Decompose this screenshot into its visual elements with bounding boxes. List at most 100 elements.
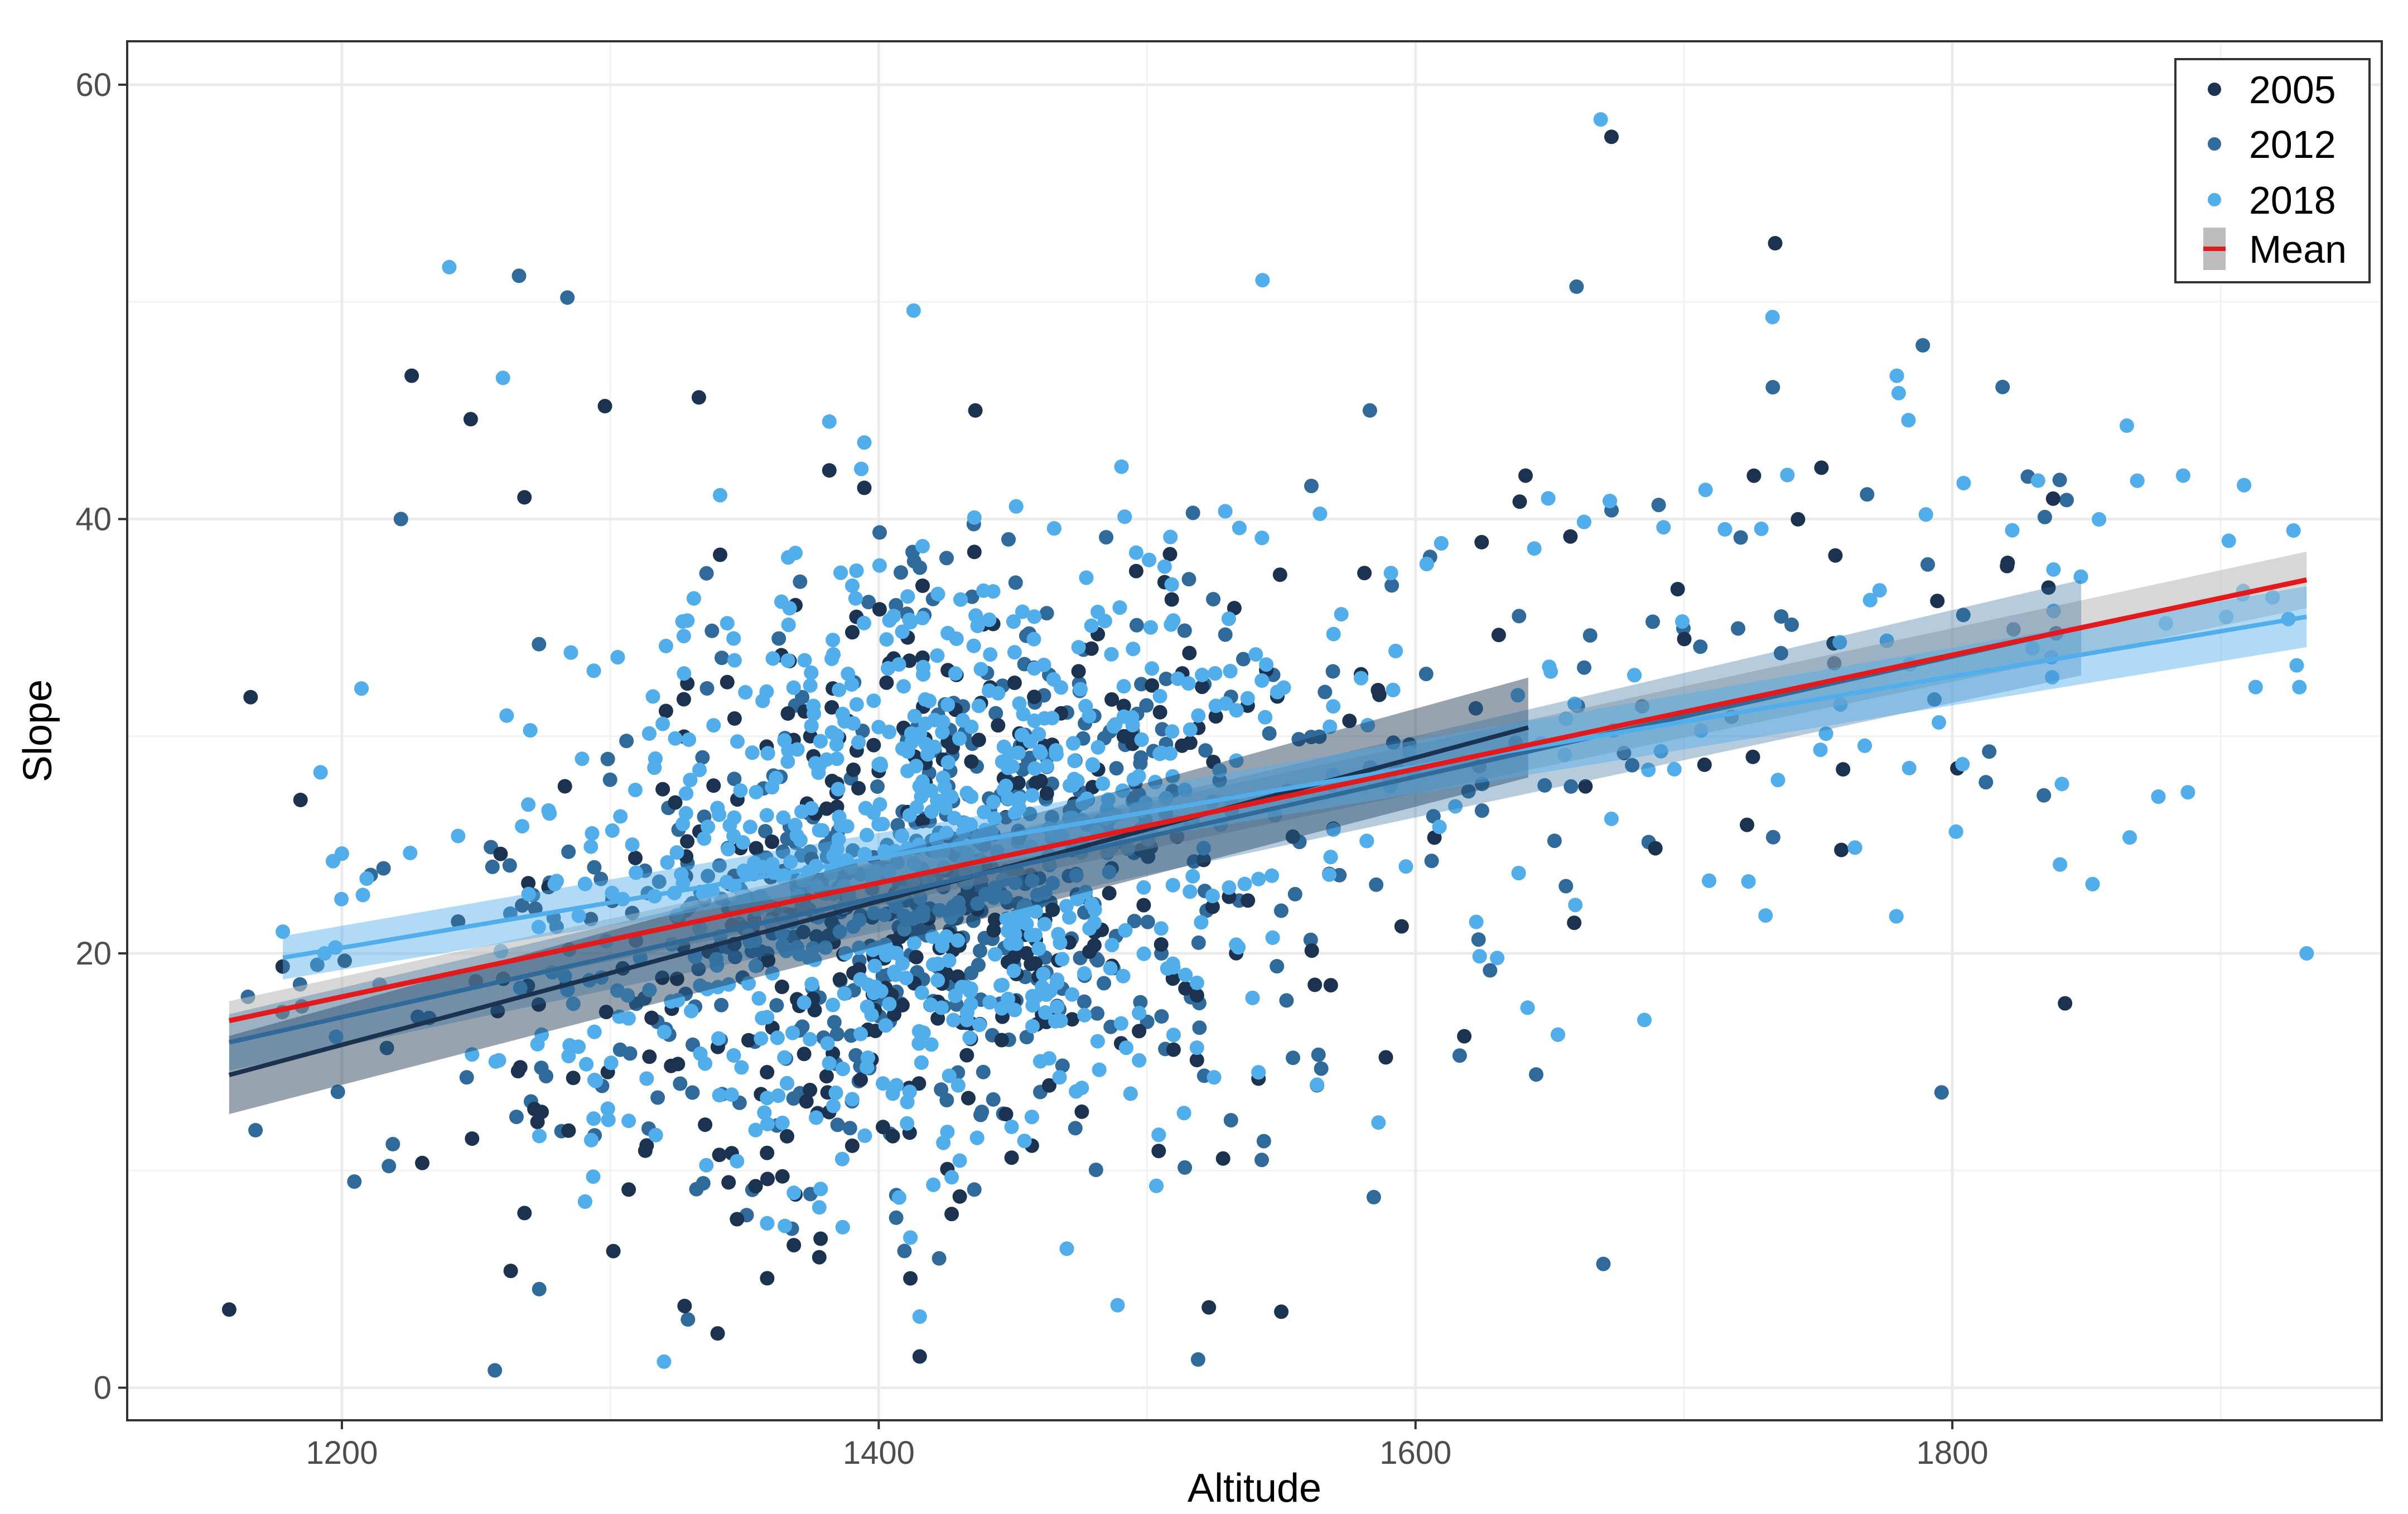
data-point-2018: [1027, 609, 1042, 624]
data-point-2018: [942, 1068, 957, 1083]
data-point-2018: [1653, 744, 1668, 759]
data-point-2005: [967, 544, 982, 560]
data-point-2005: [1208, 709, 1223, 724]
data-point-2012: [775, 844, 790, 859]
data-point-2018: [566, 996, 581, 1011]
data-point-2018: [647, 760, 662, 775]
data-point-2018: [1889, 909, 1904, 924]
data-point-2005: [1027, 690, 1042, 705]
data-point-2012: [485, 859, 500, 874]
data-point-2018: [2073, 569, 2088, 584]
data-point-2005: [404, 368, 419, 383]
data-point-2018: [2289, 658, 2304, 673]
data-point-2018: [851, 735, 866, 750]
data-point-2005: [1007, 676, 1022, 690]
data-point-2012: [1256, 1134, 1271, 1149]
data-point-2018: [831, 782, 846, 797]
data-point-2018: [982, 683, 997, 698]
data-point-2012: [681, 1312, 696, 1327]
data-point-2012: [1286, 1050, 1300, 1065]
data-point-2005: [741, 1033, 756, 1048]
data-point-2018: [1024, 1110, 1039, 1125]
data-point-2018: [807, 952, 822, 967]
data-point-2018: [699, 981, 715, 996]
data-point-2018: [1026, 631, 1041, 647]
data-point-2018: [786, 1185, 802, 1200]
legend-label-2018: 2018: [2249, 179, 2336, 222]
data-point-2018: [1568, 898, 1583, 913]
data-point-2012: [1569, 279, 1584, 294]
data-point-2018: [713, 488, 727, 503]
data-point-2018: [999, 912, 1014, 926]
data-point-2018: [2237, 478, 2252, 493]
data-point-2012: [1483, 963, 1498, 978]
data-point-2018: [521, 886, 536, 901]
data-point-2018: [1104, 647, 1119, 662]
data-point-2018: [1637, 1012, 1652, 1028]
data-point-2018: [571, 1039, 586, 1054]
data-point-2018: [930, 973, 945, 988]
data-point-2018: [962, 1030, 977, 1045]
data-point-2005: [1074, 1104, 1089, 1119]
data-point-2012: [695, 750, 710, 765]
data-point-2018: [1003, 936, 1018, 951]
data-point-2018: [873, 756, 888, 772]
data-point-2012: [1982, 744, 1997, 759]
data-point-2005: [824, 700, 839, 715]
data-point-2018: [993, 978, 1008, 993]
data-point-2018: [1036, 967, 1051, 982]
data-point-2018: [959, 1005, 974, 1020]
data-point-2012: [1418, 667, 1434, 682]
data-point-2018: [1593, 112, 1608, 127]
data-point-2018: [1029, 904, 1043, 919]
data-point-2018: [1398, 859, 1413, 874]
data-point-2018: [1222, 880, 1237, 895]
data-point-2012: [889, 1210, 904, 1225]
data-point-2012: [964, 589, 979, 604]
data-point-2018: [586, 663, 601, 678]
data-point-2012: [1386, 735, 1401, 750]
data-point-2018: [987, 811, 1002, 826]
trend-lines: [228, 551, 2308, 1115]
data-point-2018: [741, 976, 756, 991]
data-point-2018: [829, 728, 845, 743]
data-point-2005: [1578, 779, 1593, 794]
data-point-2012: [699, 681, 715, 696]
data-point-2018: [329, 1029, 344, 1044]
data-point-2018: [1014, 727, 1029, 742]
data-point-2018: [1527, 541, 1542, 556]
data-point-2018: [465, 1047, 480, 1062]
data-point-2018: [701, 819, 716, 835]
data-point-2012: [685, 1085, 700, 1100]
data-point-2018: [531, 919, 546, 934]
data-point-2018: [2054, 777, 2069, 792]
data-point-2018: [1073, 682, 1088, 697]
data-point-2018: [354, 681, 369, 696]
data-point-2005: [730, 1212, 745, 1227]
data-point-2018: [587, 1073, 602, 1087]
data-point-2012: [1273, 903, 1289, 918]
data-point-2018: [534, 1027, 549, 1042]
data-point-2018: [926, 957, 941, 972]
data-point-2018: [1448, 799, 1463, 814]
data-point-2012: [593, 871, 609, 886]
data-point-2018: [1069, 868, 1084, 883]
data-point-2018: [613, 809, 628, 824]
x-tick-label: 1200: [306, 1435, 378, 1471]
data-point-2018: [1165, 724, 1180, 739]
data-point-2018: [1604, 811, 1619, 826]
data-point-2005: [676, 692, 691, 707]
data-point-2012: [848, 1048, 863, 1063]
data-point-2012: [966, 913, 981, 928]
data-point-2018: [1948, 824, 1963, 839]
data-point-2018: [2221, 533, 2236, 548]
data-point-2012: [906, 554, 921, 569]
data-point-2018: [620, 988, 635, 1003]
data-point-2018: [684, 1004, 699, 1019]
data-point-2005: [1670, 582, 1685, 597]
data-point-2005: [1746, 468, 1762, 483]
data-point-2005: [824, 914, 839, 929]
data-point-2018: [944, 1170, 959, 1185]
legend-key-point-2012: [2208, 137, 2221, 151]
data-point-2018: [834, 1151, 850, 1166]
